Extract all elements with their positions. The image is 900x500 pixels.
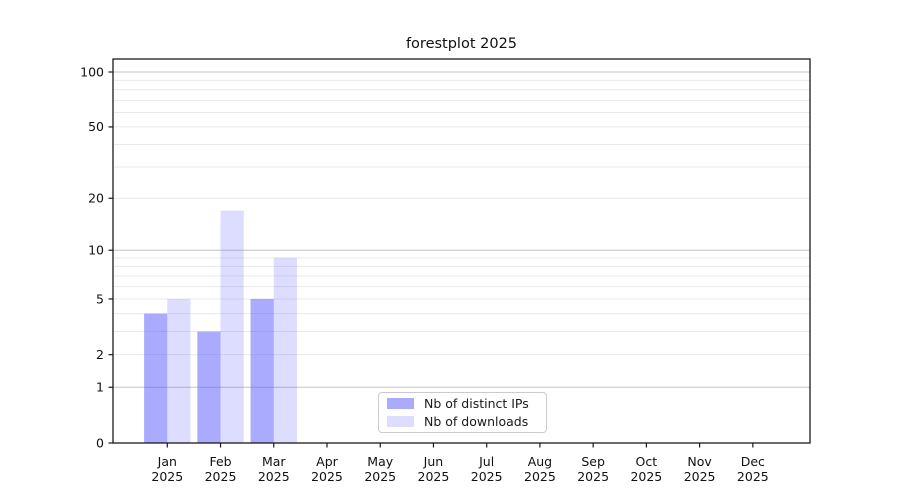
legend-item-downloads: Nb of downloads	[387, 414, 538, 429]
legend-swatch-distinct-ips	[387, 398, 414, 409]
y-tick-label: 2	[96, 347, 104, 362]
x-tick-label-year: 2025	[630, 469, 662, 484]
legend-label-distinct-ips: Nb of distinct IPs	[424, 396, 529, 411]
chart-title: forestplot 2025	[405, 36, 518, 52]
x-tick-label-month: Sep	[581, 454, 605, 469]
bar-series0-feb	[197, 331, 221, 443]
x-tick-label-year: 2025	[737, 469, 769, 484]
x-tick-label-year: 2025	[418, 469, 450, 484]
x-tick-label-month: Apr	[316, 454, 338, 469]
x-tick-label-month: Jan	[157, 454, 177, 469]
x-tick-label-month: Mar	[262, 454, 286, 469]
bar-series1-mar	[273, 257, 297, 443]
axis-frame	[112, 58, 811, 444]
chart-legend: Nb of distinct IPs Nb of downloads	[378, 392, 547, 433]
legend-swatch-downloads	[387, 416, 414, 427]
bar-series0-jan	[144, 313, 168, 443]
x-tick-label-month: May	[367, 454, 393, 469]
y-tick-label: 50	[88, 119, 104, 134]
x-tick-label-year: 2025	[151, 469, 183, 484]
x-tick-label-year: 2025	[471, 469, 503, 484]
x-tick-label-year: 2025	[311, 469, 343, 484]
y-tick-label: 10	[88, 243, 104, 258]
x-tick-label-year: 2025	[258, 469, 290, 484]
x-tick-label-month: Dec	[741, 454, 765, 469]
x-tick-label-year: 2025	[364, 469, 396, 484]
y-tick-label: 20	[88, 191, 104, 206]
x-tick-label-year: 2025	[684, 469, 716, 484]
y-tick-label: 100	[80, 64, 104, 79]
x-tick-label-month: Feb	[209, 454, 231, 469]
y-tick-label: 5	[96, 291, 104, 306]
x-tick-label-month: Jul	[478, 454, 494, 469]
y-tick-label: 0	[96, 435, 104, 450]
bar-series1-jan	[167, 298, 191, 443]
x-tick-label-year: 2025	[524, 469, 556, 484]
x-tick-label-month: Oct	[636, 454, 658, 469]
bar-series1-feb	[220, 210, 244, 443]
x-tick-label-month: Aug	[528, 454, 552, 469]
legend-item-distinct-ips: Nb of distinct IPs	[387, 396, 538, 411]
legend-label-downloads: Nb of downloads	[424, 414, 529, 429]
x-tick-label-month: Nov	[687, 454, 712, 469]
bar-series0-mar	[250, 298, 274, 443]
x-tick-label-year: 2025	[205, 469, 237, 484]
y-tick-label: 1	[96, 380, 104, 395]
x-tick-label-month: Jun	[423, 454, 444, 469]
x-tick-label-year: 2025	[577, 469, 609, 484]
